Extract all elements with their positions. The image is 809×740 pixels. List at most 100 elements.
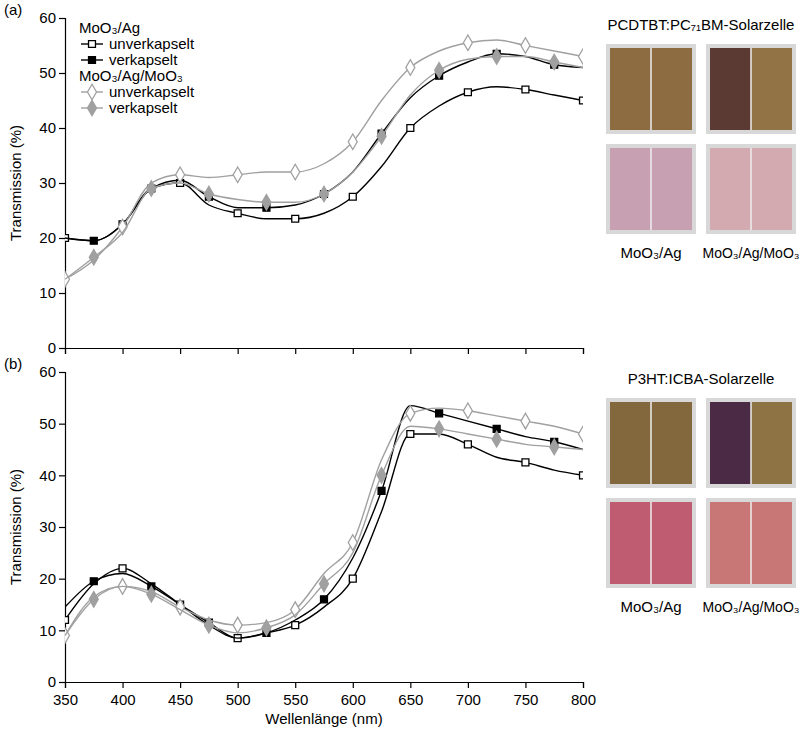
tick-mark bbox=[59, 18, 65, 19]
legend: MoO₃/AgunverkapseltverkapseltMoO₃/Ag/MoO… bbox=[79, 19, 195, 116]
y-tick: 50 bbox=[39, 415, 65, 432]
axis-line bbox=[59, 373, 66, 683]
marker bbox=[463, 35, 472, 51]
x-tick bbox=[123, 348, 124, 354]
photo-frame bbox=[606, 144, 696, 234]
tick-mark bbox=[122, 682, 123, 688]
tick-label: 800 bbox=[571, 691, 596, 708]
tick-label: 50 bbox=[39, 64, 56, 81]
photo bbox=[606, 398, 696, 488]
marker bbox=[176, 167, 185, 183]
series-line bbox=[65, 57, 583, 280]
y-axis-title: Transmission (%) bbox=[7, 469, 24, 585]
marker bbox=[320, 186, 329, 202]
x-tick: 500 bbox=[226, 682, 251, 708]
tick-label: 350 bbox=[53, 691, 78, 708]
tick-mark bbox=[295, 348, 296, 354]
photo-frame bbox=[706, 498, 796, 588]
marker bbox=[492, 49, 501, 65]
tick-mark bbox=[59, 424, 65, 425]
tick-mark bbox=[59, 238, 65, 239]
y-axis: 0102030405060 bbox=[39, 9, 65, 356]
marker bbox=[204, 186, 213, 202]
x-tick bbox=[238, 348, 239, 354]
y-tick: 30 bbox=[39, 174, 65, 191]
photo-half bbox=[610, 148, 651, 230]
marker bbox=[262, 194, 271, 210]
legend-marker bbox=[89, 41, 96, 48]
marker bbox=[119, 565, 126, 572]
x-tick: 800 bbox=[571, 682, 596, 708]
tick-mark bbox=[59, 73, 65, 74]
y-axis: 0102030405060 bbox=[39, 363, 65, 690]
tick-label: 20 bbox=[39, 229, 56, 246]
y-tick: 30 bbox=[39, 518, 65, 535]
marker bbox=[377, 128, 386, 144]
tick-mark bbox=[468, 682, 469, 688]
marker bbox=[349, 575, 356, 582]
y-tick: 20 bbox=[39, 229, 65, 246]
tick-label: 650 bbox=[398, 691, 423, 708]
x-tick bbox=[583, 348, 584, 354]
marker bbox=[580, 472, 583, 479]
marker bbox=[550, 439, 559, 455]
tick-mark bbox=[353, 348, 354, 354]
tick-mark bbox=[238, 348, 239, 354]
tick-mark bbox=[59, 682, 65, 683]
marker bbox=[89, 592, 98, 608]
tick-mark bbox=[122, 348, 123, 354]
legend-group: MoO₃/Ag bbox=[79, 19, 140, 36]
photo-half bbox=[751, 48, 792, 130]
marker bbox=[348, 535, 357, 551]
tick-label: 450 bbox=[168, 691, 193, 708]
photo-edge bbox=[650, 402, 652, 484]
tick-mark bbox=[238, 682, 239, 688]
tick-mark bbox=[180, 682, 181, 688]
tick-label: 20 bbox=[39, 570, 56, 587]
x-tick: 550 bbox=[283, 682, 308, 708]
marker bbox=[522, 86, 529, 93]
legend-label: unverkapselt bbox=[109, 35, 195, 52]
photo-caption: MoO₃/Ag bbox=[620, 598, 681, 615]
photo bbox=[706, 498, 796, 588]
photo bbox=[706, 44, 796, 134]
tick-mark bbox=[295, 682, 296, 688]
x-tick bbox=[468, 348, 469, 354]
tick-label: 700 bbox=[456, 691, 481, 708]
axis-line bbox=[66, 349, 584, 355]
tick-mark bbox=[525, 348, 526, 354]
photo-half bbox=[610, 48, 651, 130]
legend-marker bbox=[89, 57, 96, 64]
series-line bbox=[65, 408, 583, 635]
photo-edge bbox=[750, 402, 752, 484]
photo bbox=[606, 44, 696, 134]
photo-edge bbox=[650, 48, 652, 130]
photo-half bbox=[610, 402, 651, 484]
x-tick: 750 bbox=[513, 682, 538, 708]
plot-area bbox=[65, 35, 583, 287]
panel-letter: (a) bbox=[4, 1, 22, 18]
tick-label: 30 bbox=[39, 518, 56, 535]
x-tick bbox=[525, 348, 526, 354]
legend-marker bbox=[88, 100, 97, 116]
photo-frame bbox=[706, 44, 796, 134]
photo-half bbox=[751, 402, 792, 484]
tick-label: 40 bbox=[39, 119, 56, 136]
photo-edge bbox=[650, 502, 652, 584]
series-line bbox=[65, 40, 583, 279]
marker bbox=[492, 431, 501, 447]
marker bbox=[349, 193, 356, 200]
marker bbox=[321, 596, 328, 603]
marker bbox=[89, 249, 98, 265]
marker bbox=[292, 622, 299, 629]
tick-mark bbox=[583, 682, 584, 688]
y-axis-title: Transmission (%) bbox=[7, 125, 24, 241]
marker bbox=[378, 487, 385, 494]
marker bbox=[435, 62, 444, 78]
marker bbox=[262, 620, 271, 636]
marker bbox=[406, 60, 415, 76]
tick-mark bbox=[468, 348, 469, 354]
marker bbox=[436, 410, 443, 417]
tick-label: 400 bbox=[111, 691, 136, 708]
photo-edge bbox=[650, 148, 652, 230]
